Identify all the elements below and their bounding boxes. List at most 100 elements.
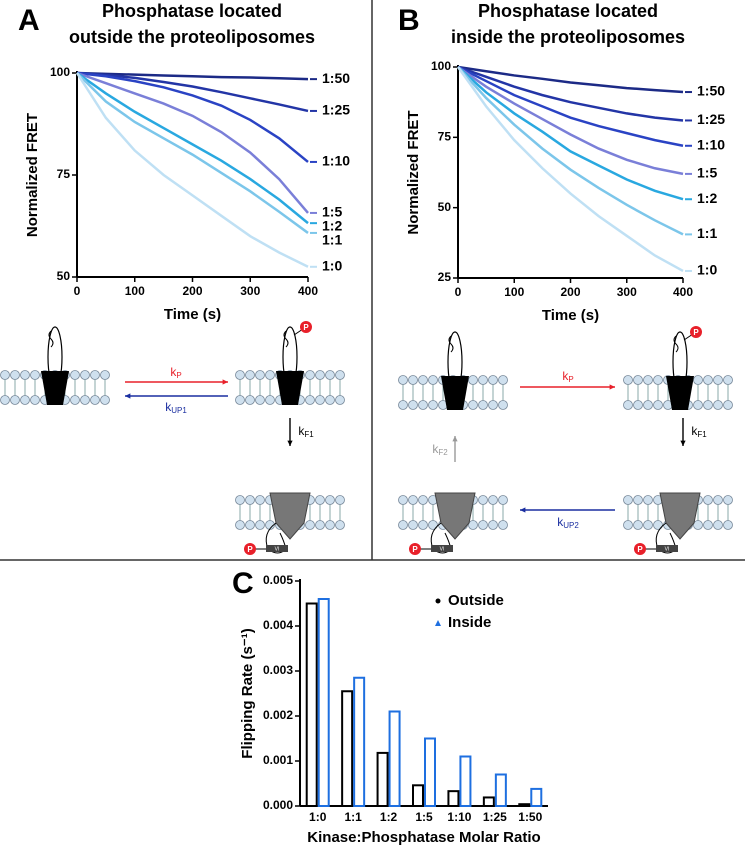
series-label: 1:10 <box>697 136 725 152</box>
lipid-head <box>90 370 100 380</box>
lipid-head <box>623 400 633 410</box>
protein <box>666 376 694 410</box>
lipid-head <box>428 400 438 410</box>
lipid-head <box>100 395 110 405</box>
lipid-head <box>478 520 488 530</box>
series-label: 1:2 <box>322 218 342 234</box>
bar <box>482 796 495 808</box>
arrow-head <box>680 440 686 446</box>
x-axis-label: Time (s) <box>542 307 599 324</box>
lipid-head <box>488 400 498 410</box>
lipid-head <box>478 375 488 385</box>
lipid-head <box>623 495 633 505</box>
bar <box>317 598 330 807</box>
lipid-head <box>723 400 733 410</box>
lipid-head <box>30 395 40 405</box>
data-line <box>457 65 684 147</box>
lipid-head <box>235 370 245 380</box>
rate-subscript: UP2 <box>563 521 579 530</box>
lipid-head <box>633 400 643 410</box>
x-axis-label: Time (s) <box>164 306 221 323</box>
arrow-head <box>520 507 526 513</box>
chart-title: inside the proteoliposomes <box>451 27 685 47</box>
data-line <box>76 71 309 163</box>
phospho-label: P <box>637 545 643 554</box>
rate-label: kUP2 <box>557 515 579 530</box>
y-tick-label: 100 <box>50 65 70 79</box>
lipid-head <box>703 520 713 530</box>
lipid-head <box>305 370 315 380</box>
y-tick-label: 75 <box>57 167 71 181</box>
protein <box>41 371 69 405</box>
tail <box>448 335 454 353</box>
bar <box>376 751 389 808</box>
bar <box>447 790 460 808</box>
x-tick-label: 1:25 <box>483 810 507 824</box>
x-axis-label: Kinase:Phosphatase Molar Ratio <box>307 829 540 846</box>
data-line <box>76 71 309 225</box>
lipid-head <box>418 495 428 505</box>
y-tick-label: 0.003 <box>263 663 293 677</box>
lipid-head <box>20 395 30 405</box>
lipid-head <box>335 520 345 530</box>
y-tick-label: 0.001 <box>263 753 293 767</box>
domain-label: VI <box>440 546 445 552</box>
tail <box>430 522 452 554</box>
lipid-head <box>30 370 40 380</box>
lipid-head <box>643 375 653 385</box>
lipid-head <box>723 375 733 385</box>
data-line <box>76 71 309 113</box>
lipid-head <box>398 495 408 505</box>
lipid-head <box>235 395 245 405</box>
tail <box>673 335 679 353</box>
lipid-head <box>693 520 703 530</box>
panel-letter: A <box>18 4 40 37</box>
x-tick-label: 1:5 <box>415 810 433 824</box>
lipid-head <box>428 375 438 385</box>
lipid-head <box>478 495 488 505</box>
lipid-head <box>418 375 428 385</box>
lipid-head <box>245 495 255 505</box>
phospho <box>244 543 256 555</box>
lipid-head <box>498 520 508 530</box>
legend-label: Inside <box>448 614 491 631</box>
x-tick-label: 200 <box>182 284 202 298</box>
y-axis-label: Flipping Rate (s⁻¹) <box>239 628 256 758</box>
phospho <box>300 321 312 333</box>
rate-symbol: k <box>432 442 439 456</box>
rate-subscript: P <box>176 371 181 380</box>
rate-symbol: k <box>557 515 564 529</box>
series-label: 1:1 <box>322 232 342 248</box>
phospho-label: P <box>303 323 309 332</box>
lipid-head <box>653 375 663 385</box>
lipid-head <box>255 370 265 380</box>
lipid-head <box>398 400 408 410</box>
lipid-head <box>643 520 653 530</box>
protein <box>434 492 476 540</box>
rate-symbol: k <box>298 424 305 438</box>
lipid-head <box>488 375 498 385</box>
lipid-head <box>80 370 90 380</box>
x-tick-label: 200 <box>560 285 580 299</box>
lipid-head <box>315 370 325 380</box>
lipid-head <box>478 400 488 410</box>
chart-title: Phosphatase located <box>102 1 282 21</box>
lipid-head <box>255 395 265 405</box>
lipid-head <box>315 495 325 505</box>
rate-subscript: F1 <box>304 430 314 439</box>
data-line <box>456 66 684 273</box>
lipid-head <box>703 375 713 385</box>
lipid-head <box>335 395 345 405</box>
series-label: 1:50 <box>697 83 725 99</box>
lipid-head <box>315 520 325 530</box>
protein <box>276 371 304 405</box>
series-label: 1:0 <box>322 258 342 274</box>
tail <box>655 522 677 554</box>
lipid-head <box>10 370 20 380</box>
series-label: 1:10 <box>322 153 350 169</box>
phospho-label: P <box>412 545 418 554</box>
y-tick-label: 75 <box>438 130 452 144</box>
y-tick-label: 100 <box>431 59 451 73</box>
bar <box>305 602 318 807</box>
